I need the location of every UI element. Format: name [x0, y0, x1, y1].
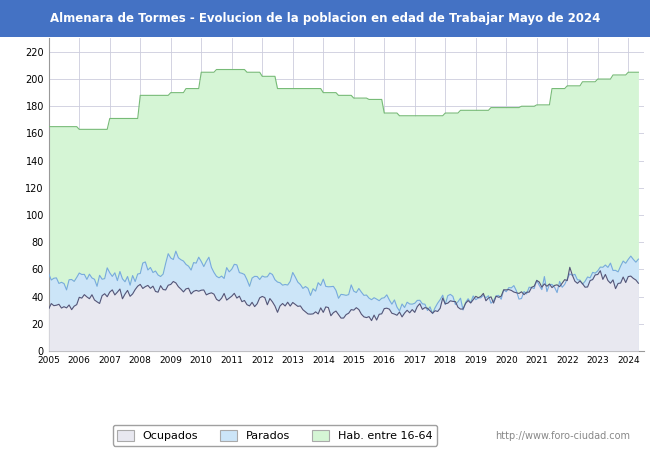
Text: Almenara de Tormes - Evolucion de la poblacion en edad de Trabajar Mayo de 2024: Almenara de Tormes - Evolucion de la pob…: [50, 12, 600, 25]
Legend: Ocupados, Parados, Hab. entre 16-64: Ocupados, Parados, Hab. entre 16-64: [112, 425, 437, 446]
Text: http://www.foro-ciudad.com: http://www.foro-ciudad.com: [495, 431, 630, 441]
